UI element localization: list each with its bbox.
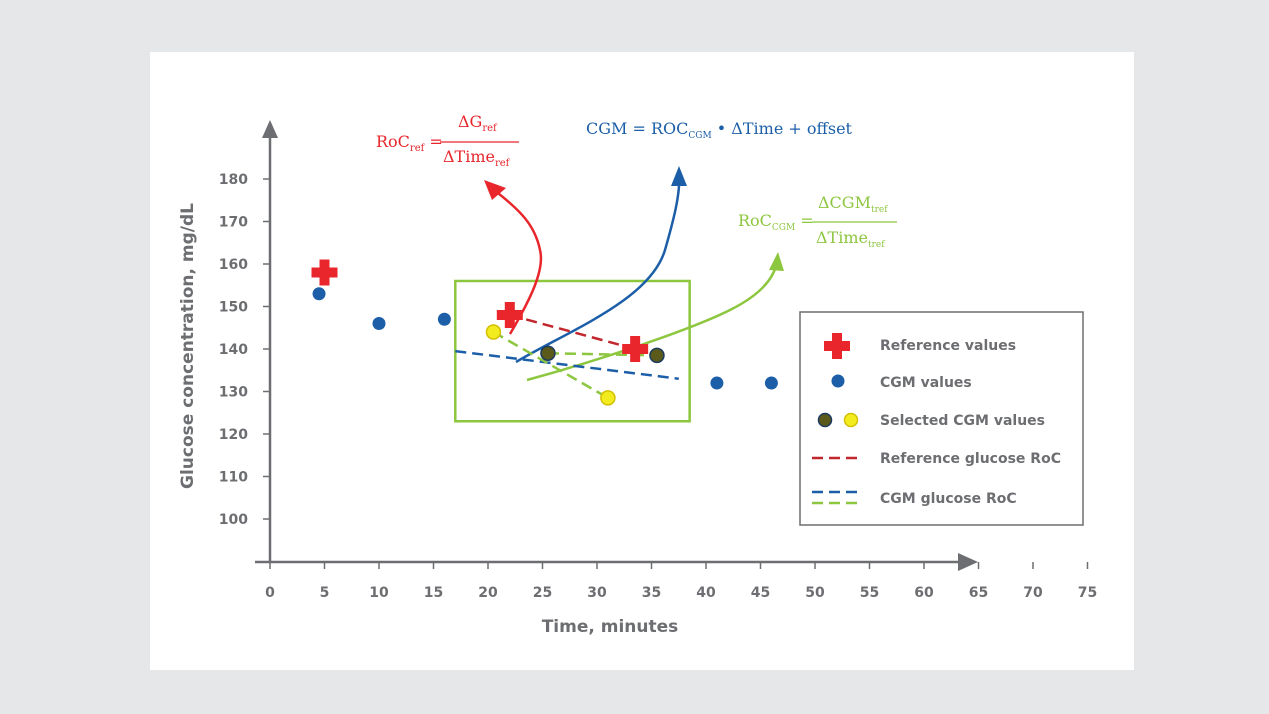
cgm-roc-arrowhead — [769, 252, 784, 271]
cgm-roc-num: ΔCGM — [818, 193, 871, 212]
selected-cgm-point — [600, 390, 616, 406]
legend-label: CGM glucose RoC — [880, 491, 1017, 507]
ref-roc-num: ΔG — [458, 112, 482, 131]
ref-roc-den: ΔTime — [443, 147, 495, 166]
legend-label: Reference values — [880, 338, 1016, 354]
cgm-roc-num-sub: tref — [871, 205, 888, 215]
reference-cross-horizontal — [496, 310, 523, 320]
cgm-point — [312, 287, 326, 301]
ref-roc-lhs-sub: ref — [410, 143, 426, 154]
ref-roc-formula: RoCref = ΔGref ΔTimeref — [376, 112, 519, 169]
y-tick-label: 160 — [219, 257, 248, 273]
roc-dashed-line — [455, 349, 679, 380]
svg-text:ΔTimeref: ΔTimeref — [443, 147, 511, 169]
y-tick-label: 120 — [219, 427, 248, 443]
cgm-roc-formula: RoCCGM = ΔCGMtref ΔTimetref — [738, 193, 897, 250]
legend-item-reference-values: Reference values — [824, 333, 1016, 359]
legend-label: Reference glucose RoC — [880, 451, 1061, 467]
annotation-arrows — [484, 166, 784, 382]
cgm-roc-den: ΔTime — [816, 228, 868, 247]
x-tick-label: 65 — [969, 585, 988, 601]
x-tick-label: 0 — [265, 585, 275, 601]
x-axis-arrow — [958, 553, 978, 571]
cgm-roc-lhs-sub: CGM — [772, 223, 795, 233]
y-tick-label: 130 — [219, 385, 248, 401]
y-tick-label: 100 — [219, 512, 248, 528]
legend-item-cgm-values: CGM values — [831, 374, 972, 391]
svg-text:ΔTimetref: ΔTimetref — [816, 228, 885, 250]
x-tick-label: 40 — [696, 585, 716, 601]
y-tick-label: 110 — [219, 470, 248, 486]
svg-text:RoCCGM =: RoCCGM = — [738, 211, 814, 233]
reference-cross-horizontal — [622, 344, 649, 354]
svg-text:ΔGref: ΔGref — [458, 112, 498, 134]
x-tick-label: 25 — [533, 585, 552, 601]
cgm-roc-den-sub: tref — [868, 240, 885, 250]
x-tick-label: 60 — [914, 585, 934, 601]
ref-roc-arrow — [493, 189, 543, 335]
cgm-point — [437, 312, 451, 326]
cgm-point — [372, 317, 386, 330]
x-tick-label: 20 — [478, 585, 498, 601]
legend: Reference values CGM values Selected CGM… — [799, 311, 1084, 526]
cgm-model-arrow — [515, 185, 681, 364]
cgm-roc-arrow — [526, 265, 778, 382]
ref-roc-num-sub: ref — [482, 123, 498, 134]
legend-item-selected-cgm-values: Selected CGM values — [817, 412, 1045, 429]
y-tick-label: 180 — [219, 172, 248, 188]
reference-point — [622, 336, 649, 362]
cgm-point — [764, 376, 778, 390]
x-tick-label: 5 — [320, 585, 330, 601]
cgm-model-sub: CGM — [688, 131, 711, 141]
x-tick-label: 70 — [1023, 585, 1043, 601]
selected-cgm-point — [649, 347, 665, 364]
y-axis-arrow — [262, 120, 278, 138]
selected-cgm-point — [485, 324, 502, 340]
x-tick-label: 75 — [1078, 585, 1097, 601]
x-tick-label: 35 — [642, 585, 661, 601]
cgm-model-part1: CGM = ROC — [586, 119, 688, 138]
reference-point — [311, 259, 338, 286]
reference-cross-horizontal — [311, 267, 338, 278]
roc-dashed-line — [509, 313, 636, 351]
x-tick-label: 45 — [751, 585, 770, 601]
x-tick-label: 15 — [424, 585, 443, 601]
cgm-model-formula: CGM = ROCCGM • ΔTime + offset — [586, 119, 853, 141]
legend-label: Selected CGM values — [880, 413, 1045, 429]
x-tick-label: 10 — [369, 585, 389, 601]
ref-roc-lhs: RoC — [376, 132, 410, 151]
cgm-point — [710, 376, 724, 390]
y-tick-label: 150 — [219, 300, 248, 316]
x-axis-label: Time, minutes — [542, 617, 679, 637]
legend-label: CGM values — [880, 375, 972, 391]
ref-roc-arrowhead — [484, 180, 506, 200]
svg-text:RoCref =: RoCref = — [376, 132, 443, 154]
svg-text:ΔCGMtref: ΔCGMtref — [818, 193, 888, 215]
roc-dashed-line — [492, 330, 609, 399]
reference-point — [496, 302, 523, 328]
svg-text:CGM = ROCCGM • ΔTime + offset: CGM = ROCCGM • ΔTime + offset — [586, 119, 853, 141]
x-tick-label: 55 — [860, 585, 879, 601]
y-tick-label: 140 — [219, 342, 248, 358]
cgm-model-arrowhead — [671, 166, 687, 186]
legend-item-reference-roc: Reference glucose RoC — [812, 451, 1061, 467]
x-tick-label: 30 — [587, 585, 607, 601]
ref-roc-den-sub: ref — [495, 158, 511, 169]
y-axis-label: Glucose concentration, mg/dL — [178, 203, 198, 489]
x-tick-label: 50 — [805, 585, 825, 601]
cgm-model-part2: • ΔTime + offset — [712, 119, 853, 138]
legend-item-cgm-roc: CGM glucose RoC — [812, 490, 1017, 507]
cgm-roc-lhs: RoC — [738, 211, 772, 230]
y-tick-label: 170 — [219, 215, 248, 231]
selected-cgm-point — [540, 345, 556, 361]
